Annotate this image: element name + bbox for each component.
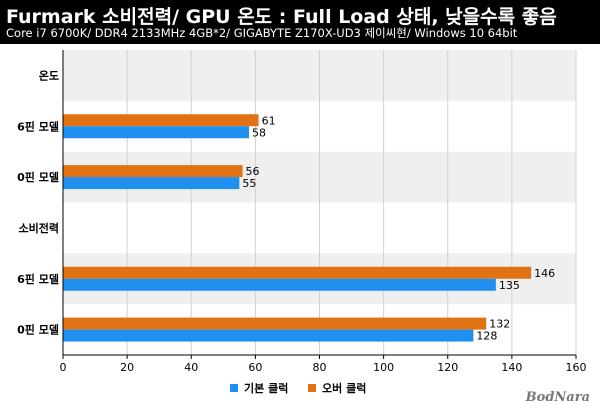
x-tick-label: 60 xyxy=(248,361,262,374)
data-label: 146 xyxy=(534,267,555,280)
chart-header: Furmark 소비전력/ GPU 온도 : Full Load 상태, 낮을수… xyxy=(0,0,600,44)
legend-label: 오버 클럭 xyxy=(322,381,366,395)
watermark-logo: BodNara xyxy=(525,390,590,405)
bar xyxy=(63,317,487,330)
chart-subtitle: Core i7 6700K/ DDR4 2133MHz 4GB*2/ GIGAB… xyxy=(6,26,518,40)
bar xyxy=(63,126,249,139)
data-label: 55 xyxy=(242,177,256,190)
category-label: 6핀 모델 xyxy=(17,272,59,286)
data-label: 128 xyxy=(476,330,497,343)
x-tick-label: 20 xyxy=(120,361,134,374)
x-tick-label: 0 xyxy=(60,361,67,374)
legend-swatch xyxy=(230,384,238,392)
bar xyxy=(63,329,474,342)
category-label: 0핀 모델 xyxy=(17,323,59,337)
bar xyxy=(63,165,243,178)
data-label: 135 xyxy=(499,279,520,292)
bar xyxy=(63,114,259,127)
category-label: 소비전력 xyxy=(19,221,59,235)
category-label: 온도 xyxy=(39,69,59,82)
category-label: 6핀 모델 xyxy=(17,119,59,133)
data-label: 58 xyxy=(252,126,266,139)
x-tick-label: 120 xyxy=(437,361,458,374)
category-label: 0핀 모델 xyxy=(17,170,59,184)
x-tick-label: 140 xyxy=(501,361,522,374)
legend-label: 기본 클럭 xyxy=(244,381,288,395)
bar xyxy=(63,278,496,291)
data-label: 132 xyxy=(489,318,510,331)
bar xyxy=(63,266,532,279)
bar xyxy=(63,177,240,190)
x-tick-label: 80 xyxy=(313,361,327,374)
legend-swatch xyxy=(308,384,316,392)
x-tick-label: 160 xyxy=(566,361,587,374)
x-tick-label: 100 xyxy=(373,361,394,374)
chart-title: Furmark 소비전력/ GPU 온도 : Full Load 상태, 낮을수… xyxy=(6,6,557,28)
data-label: 61 xyxy=(262,114,276,127)
data-label: 56 xyxy=(246,165,260,178)
x-tick-label: 40 xyxy=(184,361,198,374)
